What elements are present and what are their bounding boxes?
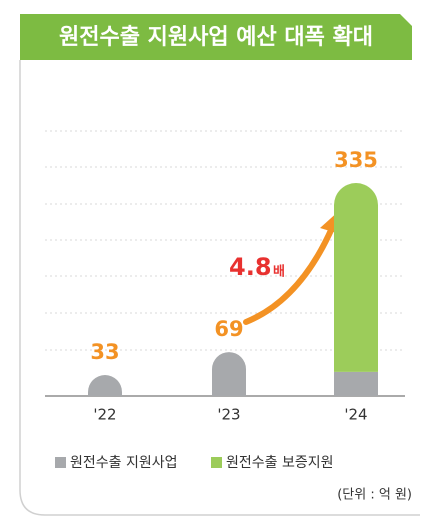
x-tick-label: '22 bbox=[93, 406, 116, 424]
legend-label: 원전수출 보증지원 bbox=[226, 455, 334, 471]
annotation-value: 4.8 bbox=[229, 253, 272, 281]
growth-arrow bbox=[243, 225, 335, 325]
total-label: 69 bbox=[214, 317, 243, 341]
bar-segment bbox=[88, 375, 122, 396]
x-tick-label: '23 bbox=[217, 406, 240, 424]
chart-title: 원전수출 지원사업 예산 대폭 확대 bbox=[59, 25, 373, 50]
legend-swatch bbox=[211, 457, 222, 468]
total-label: 335 bbox=[334, 148, 378, 172]
total-label: 33 bbox=[90, 340, 119, 364]
annotation-unit: 배 bbox=[273, 264, 285, 280]
bar-segment bbox=[212, 352, 246, 396]
bar-segment bbox=[334, 371, 378, 396]
frame bbox=[19, 60, 420, 516]
header-bar bbox=[20, 14, 412, 60]
unit-note: (단위 : 억 원) bbox=[337, 488, 412, 503]
legend-swatch bbox=[55, 457, 66, 468]
bar-segment bbox=[334, 183, 378, 372]
x-tick-label: '24 bbox=[344, 406, 367, 424]
legend-label: 원전수출 지원사업 bbox=[70, 455, 178, 471]
